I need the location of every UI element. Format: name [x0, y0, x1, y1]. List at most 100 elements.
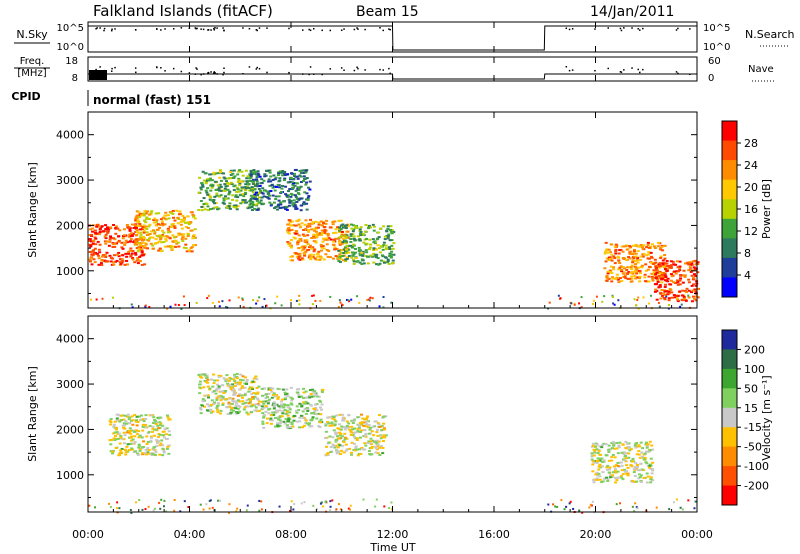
heat-cell — [104, 237, 108, 240]
colorbar-swatch — [722, 485, 737, 506]
heat-cell — [600, 460, 604, 463]
heat-cell — [322, 222, 326, 225]
heat-cell — [595, 473, 599, 476]
heat-cell — [157, 440, 161, 443]
heat-cell — [633, 474, 637, 477]
heat-cell — [262, 402, 266, 405]
heat-cell — [359, 452, 363, 455]
heat-cell — [338, 503, 341, 506]
heat-cell — [107, 244, 111, 247]
heat-cell — [382, 261, 386, 264]
heat-cell — [162, 436, 166, 439]
heat-cell — [612, 442, 616, 445]
heat-cell — [236, 394, 240, 397]
heat-cell — [166, 416, 170, 419]
heat-cell — [663, 257, 667, 260]
heat-cell — [638, 275, 642, 278]
heat-cell — [629, 265, 633, 268]
heat-cell — [233, 380, 237, 383]
heat-cell — [590, 454, 594, 457]
nsky-dot — [329, 29, 332, 32]
heat-cell — [293, 172, 297, 175]
heat-cell — [138, 216, 142, 219]
heat-cell — [314, 227, 318, 230]
station-title: Falkland Islands (fitACF) — [93, 2, 273, 20]
heat-cell — [642, 244, 646, 247]
heat-cell — [221, 397, 225, 400]
heat-cell — [93, 261, 97, 264]
heat-cell — [259, 189, 263, 192]
heat-cell — [187, 223, 191, 226]
nave-dot — [340, 67, 343, 69]
heat-cell — [245, 509, 248, 512]
heat-cell — [229, 173, 233, 176]
heat-cell — [282, 406, 286, 409]
heat-cell — [217, 374, 221, 377]
freq-noise-block — [89, 70, 107, 80]
heat-cell — [235, 510, 238, 513]
heat-cell — [620, 268, 624, 271]
heat-cell — [288, 242, 292, 245]
heat-cell — [573, 303, 576, 306]
heat-cell — [303, 245, 307, 248]
heat-cell — [694, 274, 698, 277]
heat-cell — [602, 460, 606, 463]
heat-cell — [117, 251, 121, 254]
heat-cell — [154, 224, 158, 227]
heat-cell — [601, 300, 604, 303]
heat-cell — [208, 195, 212, 198]
heat-cell — [138, 499, 141, 502]
heat-cell — [88, 258, 92, 261]
heat-cell — [256, 402, 260, 405]
heat-cell — [278, 415, 282, 418]
heat-cell — [359, 231, 363, 234]
heat-cell — [168, 230, 172, 233]
heat-cell — [223, 189, 227, 192]
heat-cell — [141, 228, 145, 231]
heat-cell — [118, 452, 122, 455]
heat-cell — [245, 185, 249, 188]
heat-cell — [273, 207, 277, 210]
heat-cell — [626, 266, 630, 269]
heat-cell — [625, 248, 629, 251]
heat-cell — [198, 380, 202, 383]
heat-cell — [620, 469, 624, 472]
heat-cell — [324, 253, 328, 256]
heat-cell — [295, 411, 299, 414]
heat-cell — [209, 196, 213, 199]
nsky-dot — [389, 28, 391, 31]
heat-cell — [299, 185, 303, 188]
heat-cell — [276, 205, 280, 208]
heat-cell — [580, 296, 583, 299]
heat-cell — [163, 214, 167, 217]
heat-cell — [238, 169, 242, 172]
heat-cell — [618, 277, 622, 280]
heat-cell — [597, 449, 601, 452]
heat-cell — [349, 244, 353, 247]
heat-cell — [227, 183, 231, 186]
nave-dot — [689, 73, 691, 76]
heat-cell — [663, 268, 667, 271]
heat-cell — [367, 424, 371, 427]
heat-cell — [137, 214, 141, 217]
heat-cell — [632, 250, 636, 253]
heat-cell — [667, 303, 670, 306]
heat-cell — [596, 474, 600, 477]
nave-tick-bottom: 0 — [708, 73, 714, 84]
heat-cell — [286, 404, 290, 407]
heat-cell — [217, 395, 221, 398]
heat-cell — [137, 249, 141, 252]
heat-cell — [166, 235, 170, 238]
heat-cell — [125, 263, 129, 266]
heat-cell — [311, 255, 315, 258]
heat-cell — [297, 247, 301, 250]
heat-cell — [234, 206, 238, 209]
heat-cell — [154, 238, 158, 241]
heat-cell — [634, 255, 638, 258]
heat-cell — [141, 253, 145, 256]
heat-cell — [552, 503, 555, 506]
heat-cell — [351, 230, 355, 233]
heat-cell — [318, 258, 322, 261]
heat-cell — [335, 414, 339, 417]
heat-cell — [351, 254, 355, 257]
